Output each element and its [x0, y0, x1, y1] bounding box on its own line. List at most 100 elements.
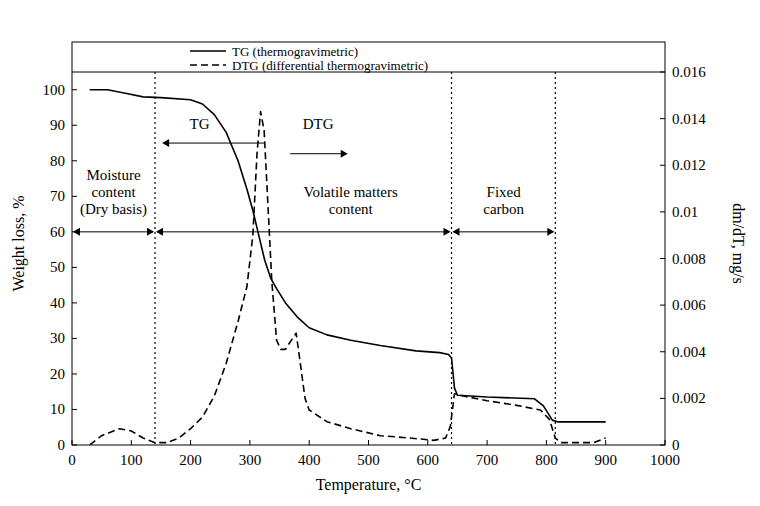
y-tick-label: 70 [50, 188, 65, 204]
region-arrow-head [444, 228, 451, 236]
y2-tick-label: 0.006 [672, 297, 706, 313]
y-tick-label: 60 [50, 224, 65, 240]
x-tick-label: 800 [535, 452, 558, 468]
y2-tick-label: 0.016 [672, 64, 706, 80]
x-tick [249, 440, 250, 445]
y-tick-label: 90 [50, 117, 65, 133]
region: Fixedcarbon [453, 184, 555, 236]
x-tick [368, 440, 369, 445]
x-tick-label: 500 [357, 452, 380, 468]
y-tick [72, 267, 77, 268]
y2-tick-label: 0.01 [672, 204, 698, 220]
x-tick [72, 440, 73, 445]
region-arrow-head [147, 228, 154, 236]
x-tick-label: 0 [68, 452, 76, 468]
y-tick [72, 125, 77, 126]
x-axis-title: Temperature, °C [316, 476, 422, 494]
y2-tick [660, 445, 665, 446]
region-label: Volatile matters [304, 184, 398, 200]
legend: TG (thermogravimetric)DTG (differential … [190, 44, 428, 73]
region-arrow [157, 231, 450, 232]
x-tick-label: 200 [179, 452, 202, 468]
y-tick-label: 20 [50, 366, 65, 382]
region-label: Fixed [487, 184, 522, 200]
y-tick-label: 30 [50, 330, 65, 346]
annotation-label: TG [189, 116, 209, 132]
region-arrow [454, 231, 554, 232]
y-tick-label: 50 [50, 259, 65, 275]
chart: 0100200300400500600700800900100001020304… [0, 0, 760, 506]
y2-tick-label: 0.014 [672, 111, 706, 127]
y-tick [72, 302, 77, 303]
y-tick-label: 0 [58, 437, 66, 453]
x-tick-label: 100 [120, 452, 143, 468]
x-tick [546, 440, 547, 445]
x-tick-label: 900 [594, 452, 617, 468]
data-area [90, 90, 606, 445]
region-label: carbon [483, 201, 524, 217]
y-tick [72, 409, 77, 410]
annotation: DTG [290, 116, 348, 158]
x-tick [605, 440, 606, 445]
x-tick [665, 440, 666, 445]
y-tick-label: 100 [43, 82, 66, 98]
legend-label: DTG (differential thermogravimetric) [232, 58, 428, 73]
y2-tick [660, 351, 665, 352]
region-label: Moisture [86, 167, 141, 183]
y2-tick [660, 72, 665, 73]
region-label: (Dry basis) [80, 201, 147, 218]
y2-axis-title: dm/dT, mg/s [729, 203, 747, 284]
y-tick [72, 160, 77, 161]
frame [72, 42, 665, 445]
y2-tick [660, 305, 665, 306]
y-axis-title: Weight loss, % [10, 195, 28, 291]
x-tick-label: 1000 [650, 452, 680, 468]
annotation-arrow [290, 153, 346, 154]
annotation-label: DTG [303, 116, 334, 132]
y2-tick [660, 165, 665, 166]
region-arrow-head [73, 228, 80, 236]
y-tick-label: 10 [50, 401, 65, 417]
region: Moisturecontent(Dry basis) [73, 167, 154, 236]
region-boundary [154, 72, 155, 445]
legend-swatch [190, 50, 226, 52]
annotation-arrow [164, 143, 265, 144]
background [0, 0, 760, 506]
y2-tick [660, 398, 665, 399]
y2-tick [660, 118, 665, 119]
annotation: TG [162, 116, 265, 147]
region-label: content [329, 201, 374, 217]
region-arrow [74, 231, 153, 232]
x-tick [190, 440, 191, 445]
x-tick-label: 600 [417, 452, 440, 468]
x-tick [427, 440, 428, 445]
x-tick-label: 300 [239, 452, 262, 468]
region-arrow-head [547, 228, 554, 236]
region: Volatile matterscontent [156, 184, 451, 236]
y2-tick-label: 0.004 [672, 344, 706, 360]
y2-tick [660, 211, 665, 212]
y2-tick-label: 0.008 [672, 251, 706, 267]
y-tick-label: 80 [50, 153, 65, 169]
y-tick [72, 338, 77, 339]
region-boundary [555, 72, 556, 445]
x-tick [131, 440, 132, 445]
x-tick-label: 400 [298, 452, 321, 468]
y-tick-label: 40 [50, 295, 65, 311]
annotation-arrow-head [162, 139, 169, 147]
series-line [90, 112, 606, 445]
y2-tick [660, 258, 665, 259]
y2-tick-label: 0.012 [672, 157, 706, 173]
annotation-arrow-head [341, 150, 348, 158]
y-tick [72, 373, 77, 374]
y-tick [72, 445, 77, 446]
x-tick [487, 440, 488, 445]
region-arrow-head [453, 228, 460, 236]
y2-tick-label: 0 [672, 437, 680, 453]
y-tick [72, 196, 77, 197]
region-label: content [91, 184, 136, 200]
series-line [90, 90, 606, 422]
legend-label: TG (thermogravimetric) [232, 44, 358, 59]
legend-swatch [190, 64, 226, 66]
region-arrow-head [156, 228, 163, 236]
